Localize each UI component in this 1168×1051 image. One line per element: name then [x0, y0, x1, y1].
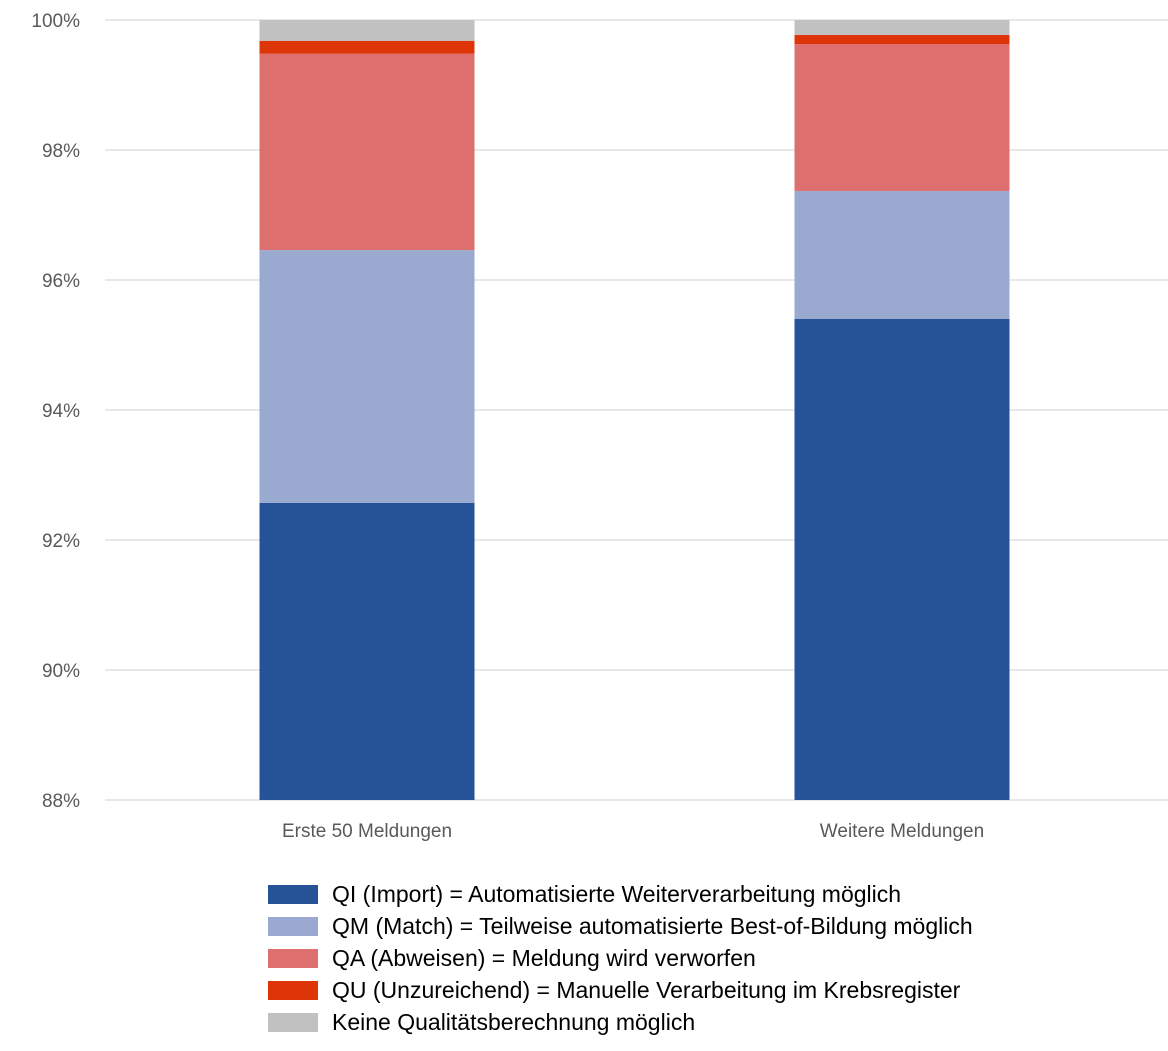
- legend-item: Keine Qualitätsberechnung möglich: [268, 1006, 973, 1038]
- x-category-label: Erste 50 Meldungen: [282, 821, 452, 842]
- legend-item: QA (Abweisen) = Meldung wird verworfen: [268, 942, 973, 974]
- legend-item: QI (Import) = Automatisierte Weiterverar…: [268, 878, 973, 910]
- y-tick-label: 96%: [42, 271, 80, 292]
- legend-label: QI (Import) = Automatisierte Weiterverar…: [332, 880, 902, 907]
- legend-swatch: [268, 1012, 318, 1032]
- y-tick-label: 94%: [42, 401, 80, 422]
- bar-segment-4-cat-1: [259, 40, 475, 54]
- legend-swatch: [268, 884, 318, 904]
- bars: [259, 20, 1010, 800]
- legend: QI (Import) = Automatisierte Weiterverar…: [268, 878, 973, 1038]
- y-axis: 88% 90% 92% 94% 96% 98% 100%: [31, 11, 80, 812]
- legend-item: QM (Match) = Teilweise automatisierte Be…: [268, 910, 973, 942]
- bar-segment-2-cat-1: [259, 250, 475, 503]
- legend-swatch: [268, 980, 318, 1000]
- legend-label: Keine Qualitätsberechnung möglich: [332, 1008, 696, 1035]
- bar-segment-5-cat-2: [794, 20, 1010, 35]
- legend-item: QU (Unzureichend) = Manuelle Verarbeitun…: [268, 974, 973, 1006]
- legend-label: QA (Abweisen) = Meldung wird verworfen: [332, 944, 756, 971]
- y-tick-label: 98%: [42, 141, 80, 162]
- y-tick-label: 90%: [42, 661, 80, 682]
- bar-segment-2-cat-2: [794, 190, 1010, 319]
- y-tick-label: 100%: [31, 11, 80, 32]
- bar-segment-1-cat-2: [794, 319, 1010, 800]
- bar-segment-5-cat-1: [259, 20, 475, 41]
- bar-segment-4-cat-2: [794, 34, 1010, 45]
- legend-label: QU (Unzureichend) = Manuelle Verarbeitun…: [332, 976, 961, 1003]
- x-category-label: Weitere Meldungen: [820, 821, 984, 842]
- legend-label: QM (Match) = Teilweise automatisierte Be…: [332, 912, 973, 939]
- bar-segment-3-cat-1: [259, 53, 475, 251]
- bar-segment-3-cat-2: [794, 44, 1010, 191]
- legend-swatch: [268, 916, 318, 936]
- y-tick-label: 88%: [42, 791, 80, 812]
- x-axis: Erste 50 Meldungen Weitere Meldungen: [282, 821, 984, 842]
- y-tick-label: 92%: [42, 531, 80, 552]
- stacked-bar-chart: 88% 90% 92% 94% 96% 98% 100% Erste 50 Meldunge…: [31, 11, 1168, 842]
- bar-segment-1-cat-1: [259, 502, 475, 800]
- legend-swatch: [268, 948, 318, 968]
